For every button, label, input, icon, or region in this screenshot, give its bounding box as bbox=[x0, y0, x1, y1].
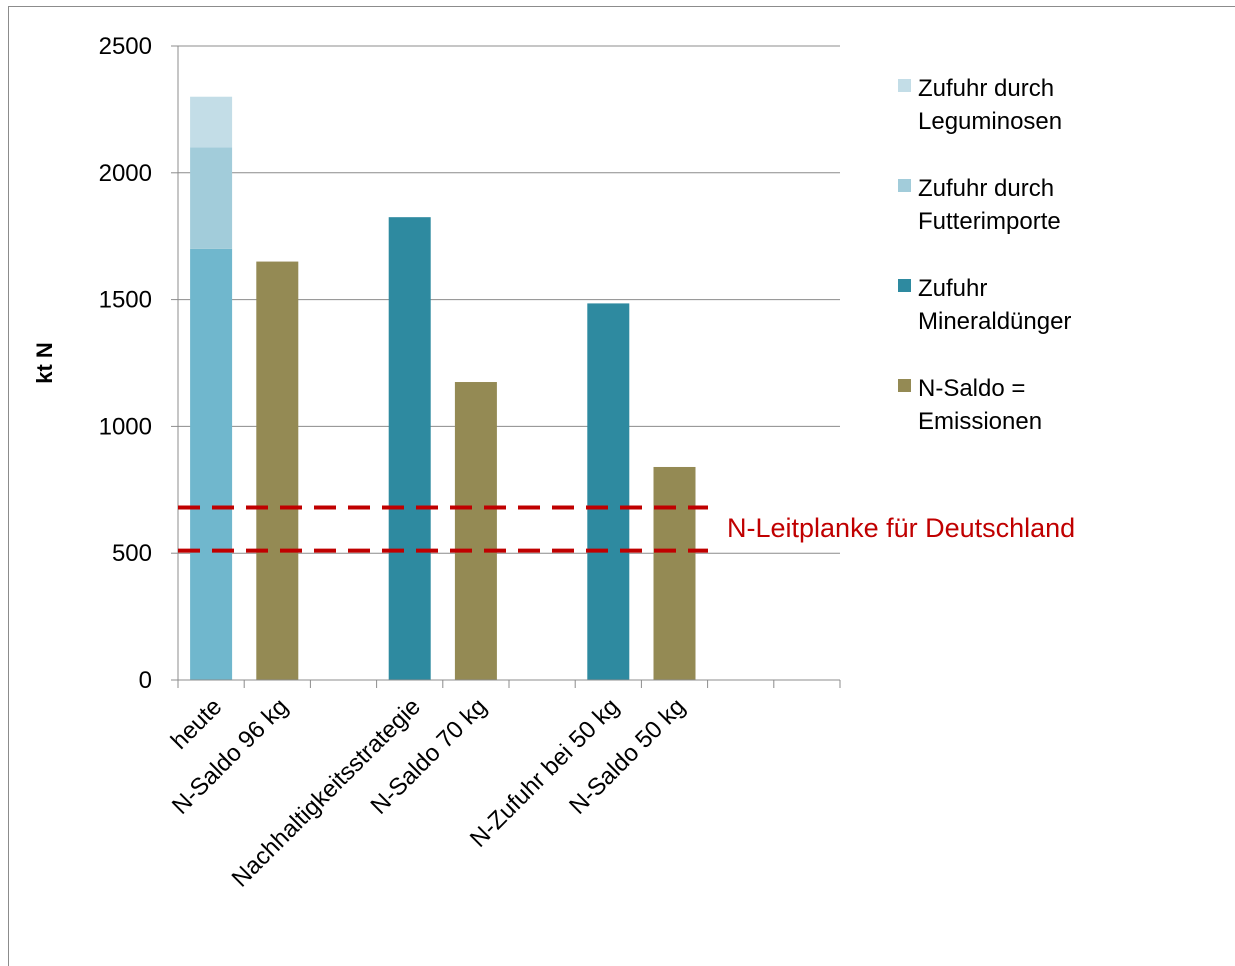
legend-swatch bbox=[898, 79, 911, 92]
legend-label: Zufuhr durch bbox=[918, 175, 1054, 202]
y-tick-label: 0 bbox=[139, 667, 152, 694]
y-tick-label: 500 bbox=[112, 540, 152, 567]
guardrail-label: N-Leitplanke für Deutschland bbox=[727, 513, 1075, 543]
bar-heute-s0 bbox=[190, 96, 233, 148]
y-tick-labels: 0 500 1000 1500 2000 2500 bbox=[99, 33, 152, 694]
x-tick-label: N-Saldo 70 kg bbox=[366, 693, 493, 820]
legend-swatch bbox=[898, 379, 911, 392]
legend-label: Futterimporte bbox=[918, 208, 1061, 235]
y-tick-label: 1000 bbox=[99, 413, 152, 440]
legend-label: Zufuhr bbox=[918, 275, 987, 302]
bar-heute-s1 bbox=[190, 147, 233, 249]
y-axis-label: kt N bbox=[32, 342, 57, 384]
bar-nachhaltigkeitsstrategie-s2 bbox=[388, 217, 431, 680]
y-tick-label: 1500 bbox=[99, 287, 152, 314]
legend-label: Emissionen bbox=[918, 408, 1042, 435]
legend-label: Leguminosen bbox=[918, 108, 1062, 135]
legend-swatch bbox=[898, 179, 911, 192]
bar-n-saldo-96-kg-s3 bbox=[256, 261, 299, 680]
y-tick-label: 2000 bbox=[99, 160, 152, 187]
x-tick-label: heute bbox=[166, 693, 228, 755]
x-tick-label: N-Saldo 96 kg bbox=[167, 693, 294, 820]
bar-n-saldo-50-kg-s3 bbox=[653, 466, 696, 680]
bar-n-zufuhr-bei-50-kg-s2 bbox=[587, 303, 630, 680]
legend-label: Zufuhr durch bbox=[918, 75, 1054, 102]
legend-swatch bbox=[898, 279, 911, 292]
bar-n-saldo-70-kg-s3 bbox=[454, 382, 497, 680]
bars bbox=[190, 96, 696, 680]
bar-heute-s2 bbox=[190, 248, 233, 680]
guardrail: N-Leitplanke für Deutschland bbox=[178, 505, 1075, 553]
legend-label: Mineraldünger bbox=[918, 308, 1071, 335]
axes bbox=[177, 46, 840, 681]
y-tick-label: 2500 bbox=[99, 33, 152, 60]
legend-label: N-Saldo = bbox=[918, 375, 1025, 402]
legend: Zufuhr durch Leguminosen Zufuhr durch Futte… bbox=[898, 75, 1071, 435]
x-tick-label: N-Saldo 50 kg bbox=[564, 693, 691, 820]
